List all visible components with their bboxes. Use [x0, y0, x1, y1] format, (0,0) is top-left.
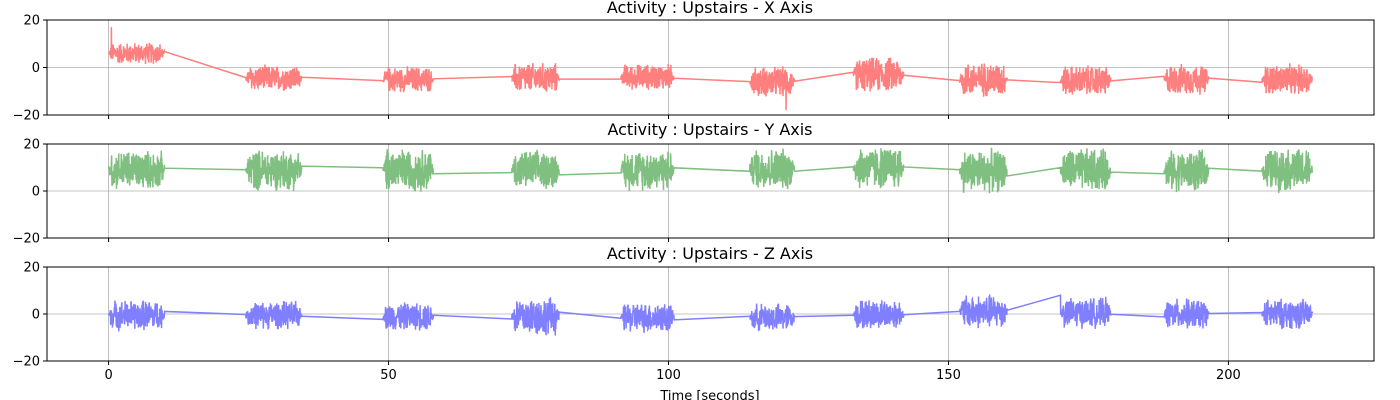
x-tick-label: 100 [656, 368, 681, 383]
subplot-x-axis: Activity : Upstairs - X Axis −20 0 20 [13, 0, 1375, 124]
series-line [107, 147, 1314, 194]
x-tick-label: 0 [104, 368, 112, 383]
y-tick-label: 20 [23, 261, 40, 276]
x-tick-label: 150 [936, 368, 961, 383]
y-tick-label: 20 [23, 138, 40, 153]
y-tick-label: 20 [23, 14, 40, 29]
subplot-y-axis: Activity : Upstairs - Y Axis −20 0 20 [13, 120, 1375, 247]
y-tick-label: −20 [13, 109, 40, 124]
x-tick-label: 200 [1216, 368, 1241, 383]
x-tick-label: 50 [380, 368, 397, 383]
y-tick-label: 0 [32, 308, 40, 323]
subplot-title-z: Activity : Upstairs - Z Axis [607, 244, 813, 263]
y-tick-label: 0 [32, 185, 40, 200]
series-line [108, 27, 1313, 111]
series-line [108, 294, 1314, 336]
subplot-title-x: Activity : Upstairs - X Axis [607, 0, 813, 17]
subplot-title-y: Activity : Upstairs - Y Axis [607, 120, 812, 139]
y-tick-label: 0 [32, 61, 40, 76]
x-axis-label: Time [seconds] [659, 389, 759, 400]
y-tick-label: −20 [13, 355, 40, 370]
y-tick-label: −20 [13, 232, 40, 247]
